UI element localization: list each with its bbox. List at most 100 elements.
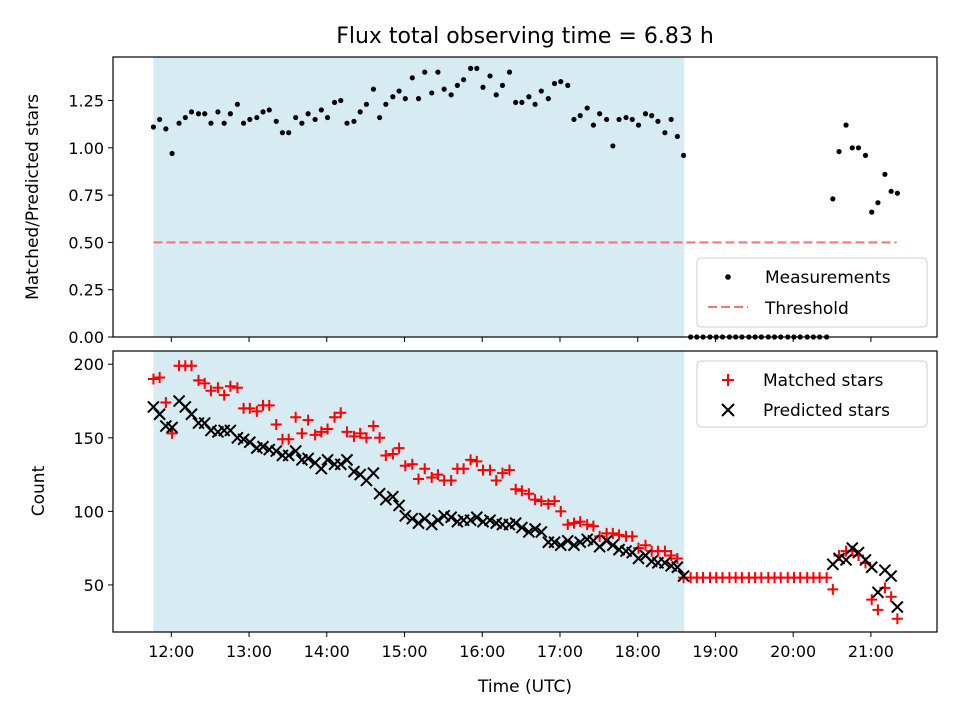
measurement-point bbox=[460, 77, 467, 83]
measurement-point bbox=[293, 114, 299, 121]
y-tick-label: 0.50 bbox=[68, 233, 104, 252]
matched-star-point bbox=[891, 613, 903, 625]
matched-star-point bbox=[309, 429, 321, 441]
matched-star-point bbox=[607, 527, 619, 539]
matched-star-point bbox=[587, 520, 599, 532]
matched-star-point bbox=[348, 430, 360, 442]
matched-star-point bbox=[523, 488, 535, 500]
measurement-point bbox=[526, 94, 532, 100]
matched-star-point bbox=[426, 472, 438, 484]
measurement-point bbox=[869, 209, 875, 215]
matched-star-point bbox=[659, 545, 671, 557]
bottom-plot-frame bbox=[112, 350, 938, 633]
measurement-point bbox=[642, 111, 649, 117]
measurement-point bbox=[221, 120, 227, 126]
measurement-point bbox=[584, 105, 590, 111]
matched-star-point bbox=[205, 385, 217, 397]
measurement-point bbox=[441, 86, 447, 92]
measurement-point bbox=[538, 88, 544, 94]
matched-star-point bbox=[322, 423, 334, 435]
predicted-star-point bbox=[535, 525, 548, 539]
bottom-y-ticks: 50 100 150 200 bbox=[73, 355, 113, 595]
measurement-point bbox=[649, 113, 655, 119]
matched-star-point bbox=[510, 483, 522, 495]
measurement-point bbox=[474, 65, 480, 71]
matched-star-point bbox=[160, 396, 172, 408]
predicted-star-point bbox=[406, 512, 419, 525]
measurement-point bbox=[513, 99, 519, 106]
measurement-point bbox=[182, 114, 188, 121]
matched-star-point bbox=[354, 427, 366, 439]
measurement-point bbox=[254, 114, 260, 121]
matched-star-point bbox=[413, 473, 425, 485]
predicted-star-point bbox=[425, 518, 438, 531]
bottom-legend: Matched stars Predicted stars bbox=[696, 360, 928, 428]
matched-star-point bbox=[639, 539, 651, 551]
measurement-point bbox=[240, 120, 247, 126]
measurement-point bbox=[597, 111, 603, 117]
matched-star-point bbox=[549, 495, 561, 507]
predicted-star-point bbox=[567, 538, 581, 552]
matched-star-point bbox=[367, 420, 379, 432]
top-y-axis-label: Matched/Predicted stars bbox=[23, 94, 43, 300]
predicted-star-point bbox=[282, 449, 295, 462]
predicted-star-point bbox=[865, 561, 878, 574]
measurement-point bbox=[506, 69, 513, 75]
matched-star-point bbox=[147, 373, 159, 385]
x-tick-label: 14:00 bbox=[304, 642, 350, 661]
predicted-star-point bbox=[315, 462, 328, 475]
x-tick-label: 17:00 bbox=[537, 642, 583, 661]
measurement-point bbox=[377, 114, 383, 121]
x-tick-label: 19:00 bbox=[692, 642, 738, 661]
matched-star-point bbox=[496, 467, 508, 479]
predicted-star-point bbox=[839, 553, 853, 567]
predicted-star-point bbox=[606, 538, 620, 552]
y-tick-label: 0.75 bbox=[68, 186, 104, 205]
matched-star-point bbox=[490, 474, 502, 486]
measurement-point bbox=[260, 109, 266, 115]
matched-star-point bbox=[212, 382, 224, 394]
matched-star-point bbox=[302, 414, 314, 426]
measurement-point bbox=[266, 107, 272, 113]
y-tick-label: 0.25 bbox=[68, 281, 104, 300]
measurement-point bbox=[629, 116, 635, 123]
measurement-point bbox=[331, 99, 338, 106]
measurement-point bbox=[279, 130, 286, 136]
predicted-star-point bbox=[884, 569, 898, 583]
matched-star-point bbox=[458, 463, 470, 475]
chart-title: Flux total observing time = 6.83 h bbox=[336, 24, 714, 49]
y-tick-label: 50 bbox=[84, 576, 104, 595]
matched-star-point bbox=[193, 374, 205, 386]
y-tick-label: 150 bbox=[73, 429, 104, 448]
bottom-x-ticks: 12:00 13:00 14:00 15:00 16:00 17:00 18:00 19:00… bbox=[148, 632, 894, 661]
matched-star-point bbox=[827, 583, 839, 595]
measurement-point bbox=[188, 109, 195, 115]
measurement-point bbox=[312, 116, 318, 123]
predicted-star-point bbox=[334, 458, 347, 471]
matched-star-point bbox=[613, 529, 625, 541]
predicted-star-point bbox=[270, 444, 283, 458]
matched-star-point bbox=[671, 552, 683, 564]
predicted-star-point bbox=[528, 522, 542, 536]
predicted-star-point bbox=[846, 541, 859, 555]
measurement-point bbox=[662, 130, 668, 136]
top-legend-box bbox=[696, 257, 928, 328]
top-y-ticks: 0.00 0.25 0.50 0.75 1.00 1.25 bbox=[68, 92, 113, 347]
measurement-point bbox=[157, 116, 163, 123]
predicted-star-point bbox=[379, 493, 393, 506]
matched-star-point bbox=[445, 474, 457, 486]
measurement-point bbox=[655, 118, 661, 124]
measurement-point bbox=[680, 152, 687, 158]
measurement-point bbox=[888, 188, 894, 194]
measurement-point bbox=[351, 118, 357, 124]
measurement-point bbox=[882, 171, 888, 177]
measurement-point bbox=[836, 148, 842, 155]
y-tick-label: 100 bbox=[73, 502, 104, 521]
predicted-star-point bbox=[347, 465, 361, 478]
measurement-point bbox=[635, 122, 642, 128]
predicted-star-point bbox=[515, 521, 529, 534]
measurement-point bbox=[305, 111, 311, 117]
predicted-star-point bbox=[185, 408, 198, 421]
legend-predicted-label: Predicted stars bbox=[763, 401, 890, 421]
measurement-point bbox=[623, 114, 629, 121]
